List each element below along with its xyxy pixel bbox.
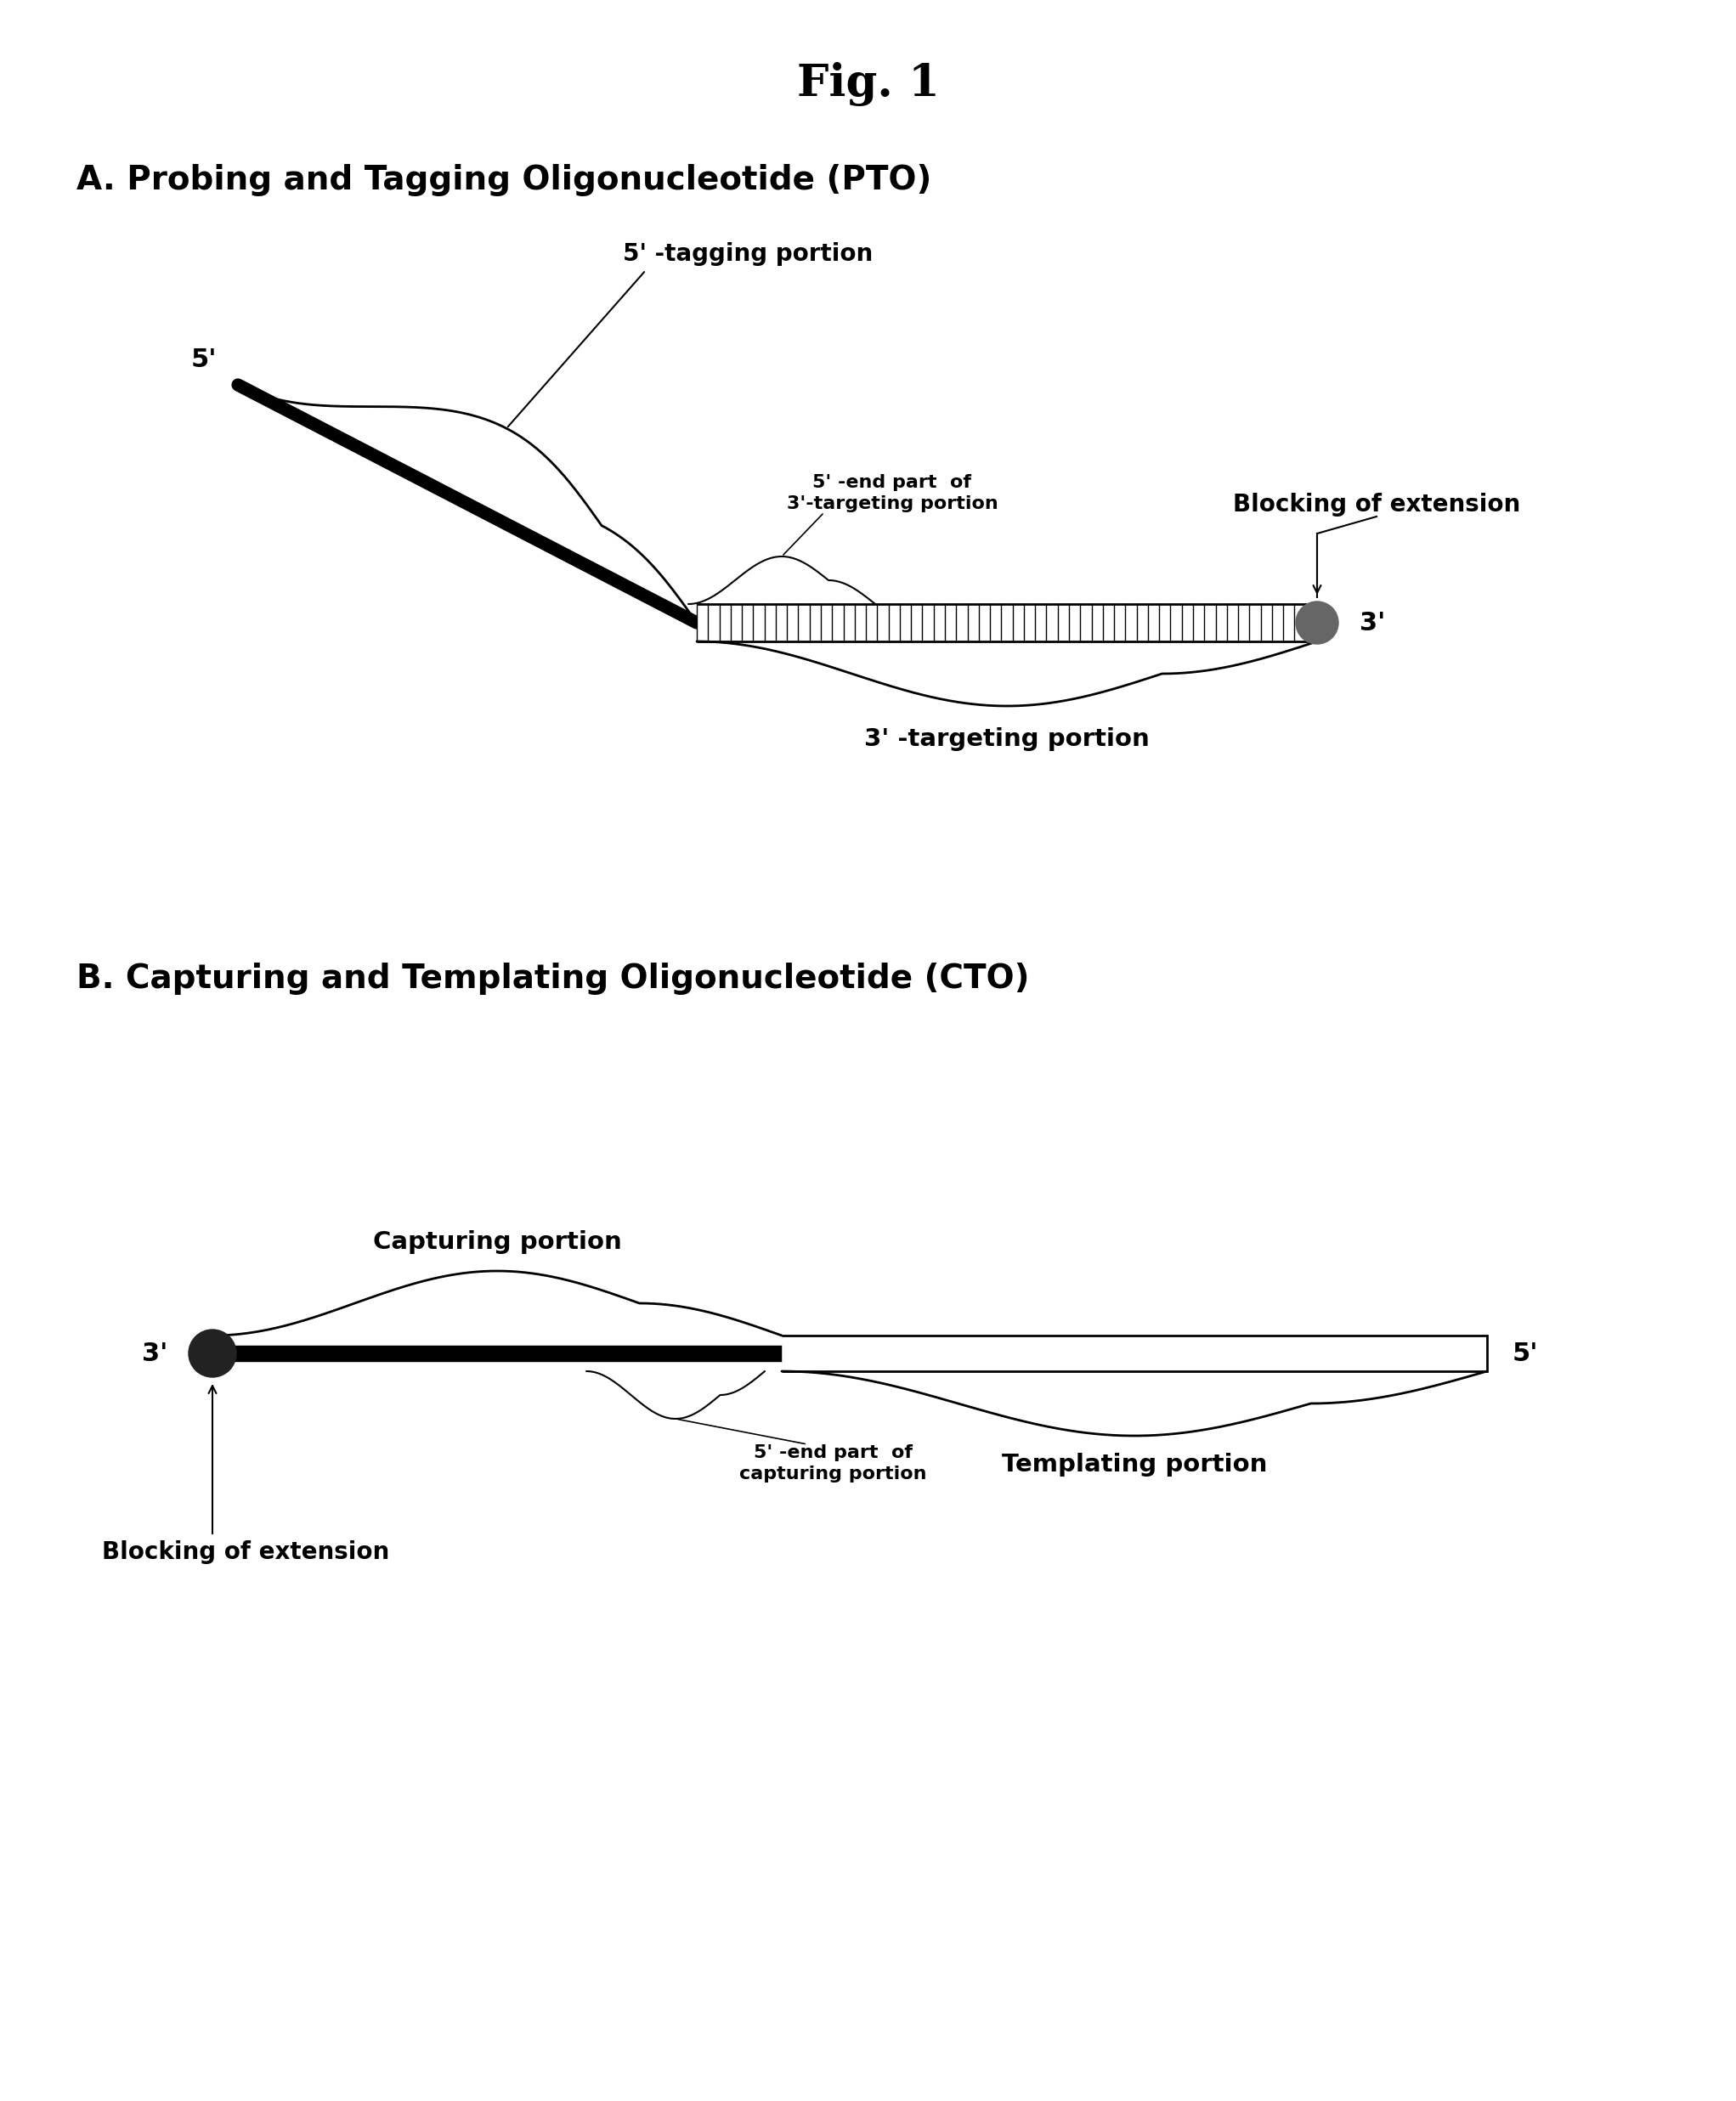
Text: B. Capturing and Templating Oligonucleotide (CTO): B. Capturing and Templating Oligonucleot… xyxy=(76,962,1029,996)
Text: 5' -end part  of
capturing portion: 5' -end part of capturing portion xyxy=(740,1443,927,1483)
Text: 5': 5' xyxy=(1512,1340,1538,1366)
Circle shape xyxy=(189,1330,236,1376)
Text: Blocking of extension: Blocking of extension xyxy=(102,1540,389,1563)
Text: 5' -tagging portion: 5' -tagging portion xyxy=(623,242,873,267)
Text: 3': 3' xyxy=(1359,611,1385,635)
Circle shape xyxy=(1295,601,1338,645)
Text: 3' -targeting portion: 3' -targeting portion xyxy=(865,727,1149,750)
Text: Fig. 1: Fig. 1 xyxy=(797,63,939,107)
Text: Templating portion: Templating portion xyxy=(1002,1452,1267,1477)
Text: 5': 5' xyxy=(191,347,217,372)
Text: Blocking of extension: Blocking of extension xyxy=(1233,494,1521,517)
Text: 3': 3' xyxy=(142,1340,167,1366)
Text: Capturing portion: Capturing portion xyxy=(373,1231,621,1254)
Text: 5' -end part  of
3'-targeting portion: 5' -end part of 3'-targeting portion xyxy=(786,475,998,513)
Text: A. Probing and Tagging Oligonucleotide (PTO): A. Probing and Tagging Oligonucleotide (… xyxy=(76,164,932,195)
